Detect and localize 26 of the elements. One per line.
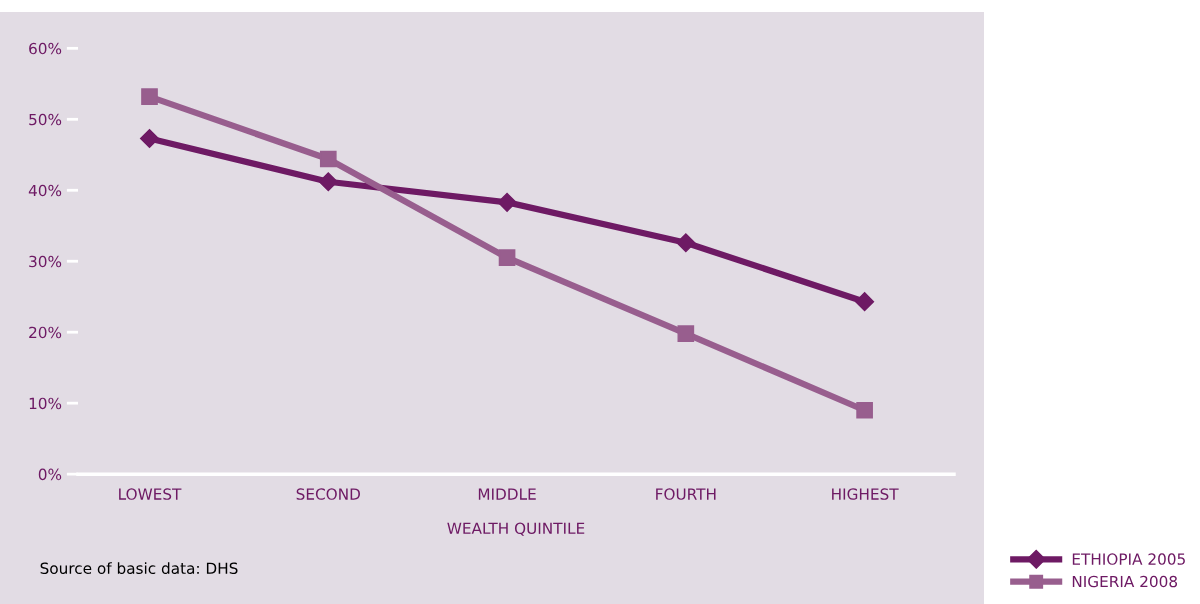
x-tick-label: FOURTH (656, 488, 716, 500)
y-tick-label: 20% (29, 326, 62, 339)
y-tick-label: 30% (29, 255, 62, 268)
point (856, 401, 873, 419)
source-note: Source of basic data: DHS (40, 562, 238, 575)
x-tick-label: MIDDLE (478, 488, 536, 500)
point (497, 192, 517, 212)
y-tick-label: 60% (29, 42, 62, 55)
point (855, 292, 875, 312)
y-tick-label: 40% (28, 184, 62, 197)
point (498, 249, 516, 267)
point (141, 88, 158, 105)
point (318, 172, 338, 192)
legend-label: NIGERIA 2008 (1072, 575, 1178, 588)
y-tick-label: 0% (38, 468, 62, 481)
legend-label: ETHIOPIA 2005 (1072, 553, 1185, 565)
point (139, 128, 160, 148)
x-tick-label: SECOND (296, 488, 360, 500)
x-tick-label: HIGHEST (832, 488, 899, 500)
y-tick-label: 50% (29, 113, 62, 126)
y-tick-label: 10% (29, 397, 62, 410)
x-axis-title: WEALTH QUINTILE (447, 522, 585, 536)
point (319, 150, 337, 168)
x-tick-label: LOWEST (119, 488, 182, 500)
point (676, 233, 696, 253)
point (677, 325, 695, 342)
